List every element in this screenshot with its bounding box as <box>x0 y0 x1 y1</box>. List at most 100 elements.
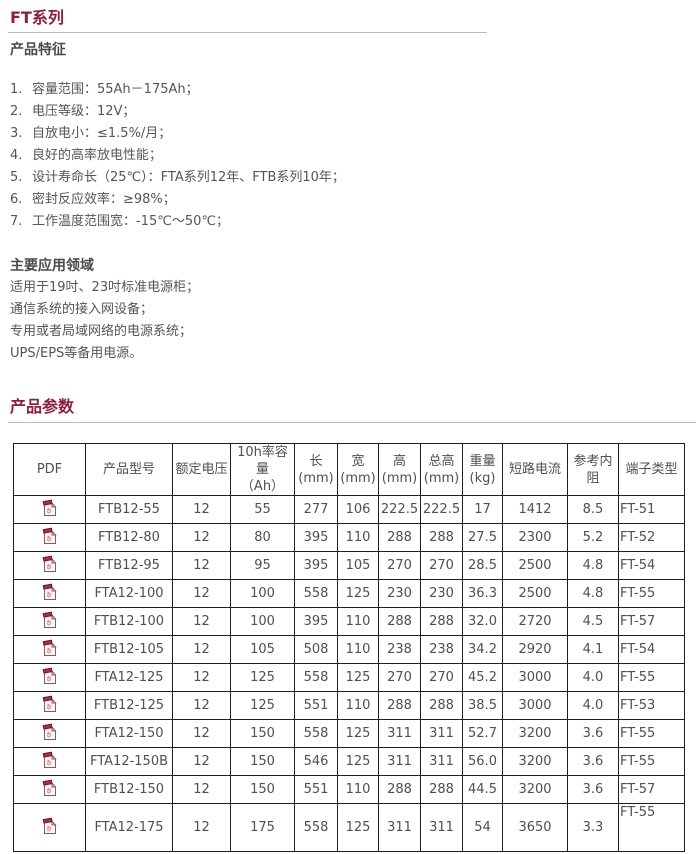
feature-item: 5. 设计寿命长（25℃）：FTA系列12年、FTB系列10年； <box>8 167 696 189</box>
cell-height: 270 <box>378 663 421 692</box>
cell-voltage: 12 <box>172 523 231 552</box>
feature-item: 3. 自放电小：≤1.5%/月； <box>8 123 696 145</box>
cell-voltage: 12 <box>172 495 231 524</box>
cell-model: FTB12-55 <box>85 495 173 524</box>
cell-voltage: 12 <box>172 719 231 748</box>
cell-pdf <box>13 607 86 636</box>
cell-capacity_10h: 95 <box>230 551 295 580</box>
cell-height: 311 <box>378 747 421 776</box>
cell-total_height: 288 <box>420 691 463 720</box>
feature-item-text: 自放电小：≤1.5%/月； <box>32 126 172 141</box>
pdf-download-link[interactable] <box>42 527 58 545</box>
feature-item: 7. 工作温度范围宽：-15℃～50℃； <box>8 211 696 233</box>
cell-height: 288 <box>378 607 421 636</box>
cell-capacity_10h: 100 <box>230 579 295 608</box>
feature-item-text: 设计寿命长（25℃）：FTA系列12年、FTB系列10年； <box>32 170 345 185</box>
pdf-file-icon <box>42 583 57 600</box>
cell-capacity_10h: 80 <box>230 523 295 552</box>
cell-model: FTB12-150 <box>85 775 173 804</box>
pdf-file-icon <box>42 817 57 834</box>
column-header-internal_resistance: 参考内阻 <box>567 443 619 496</box>
cell-internal_resistance: 3.6 <box>567 775 619 804</box>
column-header-length: 长(mm) <box>294 443 338 496</box>
cell-height: 222.5 <box>378 495 421 524</box>
cell-short_circuit_current: 2500 <box>502 551 568 580</box>
cell-total_height: 238 <box>420 635 463 664</box>
cell-capacity_10h: 175 <box>230 803 295 852</box>
cell-internal_resistance: 3.3 <box>567 803 619 852</box>
pdf-file-icon <box>42 751 57 768</box>
table-row: FTB12-80 12 80 395 110 288 288 27.5 2300 5.2 FT-52 <box>13 523 685 552</box>
pdf-download-link[interactable] <box>42 583 58 601</box>
cell-voltage: 12 <box>172 803 231 852</box>
application-line: 专用或者局域网络的电源系统； <box>10 324 193 339</box>
pdf-download-link[interactable] <box>42 817 58 835</box>
cell-capacity_10h: 105 <box>230 635 295 664</box>
cell-pdf <box>13 719 86 748</box>
cell-length: 277 <box>294 495 338 524</box>
cell-length: 558 <box>294 579 338 608</box>
applications-heading: 主要应用领域 <box>10 258 94 274</box>
cell-length: 551 <box>294 691 338 720</box>
feature-item-number: 4. <box>10 148 23 163</box>
column-header-voltage: 额定电压 <box>172 443 231 496</box>
column-header-weight: 重量 (kg) <box>462 443 503 496</box>
cell-total_height: 311 <box>420 803 463 852</box>
cell-height: 288 <box>378 523 421 552</box>
pdf-download-link[interactable] <box>42 611 58 629</box>
pdf-download-link[interactable] <box>42 695 58 713</box>
cell-capacity_10h: 150 <box>230 775 295 804</box>
cell-total_height: 222.5 <box>420 495 463 524</box>
pdf-download-link[interactable] <box>42 723 58 741</box>
feature-item: 4. 良好的高率放电性能； <box>8 145 696 167</box>
cell-total_height: 288 <box>420 523 463 552</box>
feature-item-number: 6. <box>10 192 23 207</box>
cell-height: 270 <box>378 551 421 580</box>
cell-short_circuit_current: 2720 <box>502 607 568 636</box>
cell-weight: 44.5 <box>462 775 503 804</box>
cell-pdf <box>13 635 86 664</box>
feature-item-text: 电压等级：12V； <box>32 104 136 119</box>
cell-width: 106 <box>337 495 379 524</box>
cell-height: 311 <box>378 719 421 748</box>
cell-length: 558 <box>294 719 338 748</box>
pdf-download-link[interactable] <box>42 779 58 797</box>
table-header-row: PDF 产品型号 额定电压 10h率容量 （Ah） 长(mm) 宽(mm) 高(mm) 总高 … <box>13 443 685 496</box>
feature-item-text: 良好的高率放电性能； <box>32 148 163 163</box>
cell-short_circuit_current: 3000 <box>502 663 568 692</box>
pdf-file-icon <box>42 639 57 656</box>
cell-model: FTB12-105 <box>85 635 173 664</box>
cell-terminal_type: FT-57 <box>618 775 685 804</box>
column-header-total_height: 总高 (mm) <box>420 443 463 496</box>
cell-pdf <box>13 663 86 692</box>
pdf-download-link[interactable] <box>42 499 58 517</box>
cell-capacity_10h: 125 <box>230 663 295 692</box>
cell-capacity_10h: 100 <box>230 607 295 636</box>
cell-terminal_type: FT-54 <box>618 635 685 664</box>
cell-weight: 45.2 <box>462 663 503 692</box>
pdf-file-icon <box>42 667 57 684</box>
pdf-download-link[interactable] <box>42 555 58 573</box>
cell-weight: 32.0 <box>462 607 503 636</box>
cell-voltage: 12 <box>172 551 231 580</box>
cell-width: 110 <box>337 635 379 664</box>
feature-item-text: 密封反应效率：≥98%； <box>32 192 176 207</box>
cell-width: 110 <box>337 775 379 804</box>
cell-length: 558 <box>294 803 338 852</box>
table-row: FTB12-55 12 55 277 106 222.5 222.5 17 1412 8.5 FT-… <box>13 495 685 524</box>
cell-voltage: 12 <box>172 607 231 636</box>
cell-width: 110 <box>337 607 379 636</box>
cell-short_circuit_current: 3650 <box>502 803 568 852</box>
pdf-download-link[interactable] <box>42 751 58 769</box>
pdf-file-icon <box>42 611 57 628</box>
pdf-download-link[interactable] <box>42 639 58 657</box>
cell-internal_resistance: 4.1 <box>567 635 619 664</box>
cell-short_circuit_current: 1412 <box>502 495 568 524</box>
cell-model: FTB12-80 <box>85 523 173 552</box>
table-row: FTB12-100 12 100 395 110 288 288 32.0 2720 4.5 FT-… <box>13 607 685 636</box>
pdf-download-link[interactable] <box>42 667 58 685</box>
cell-short_circuit_current: 2300 <box>502 523 568 552</box>
cell-terminal_type: FT-54 <box>618 551 685 580</box>
cell-weight: 28.5 <box>462 551 503 580</box>
